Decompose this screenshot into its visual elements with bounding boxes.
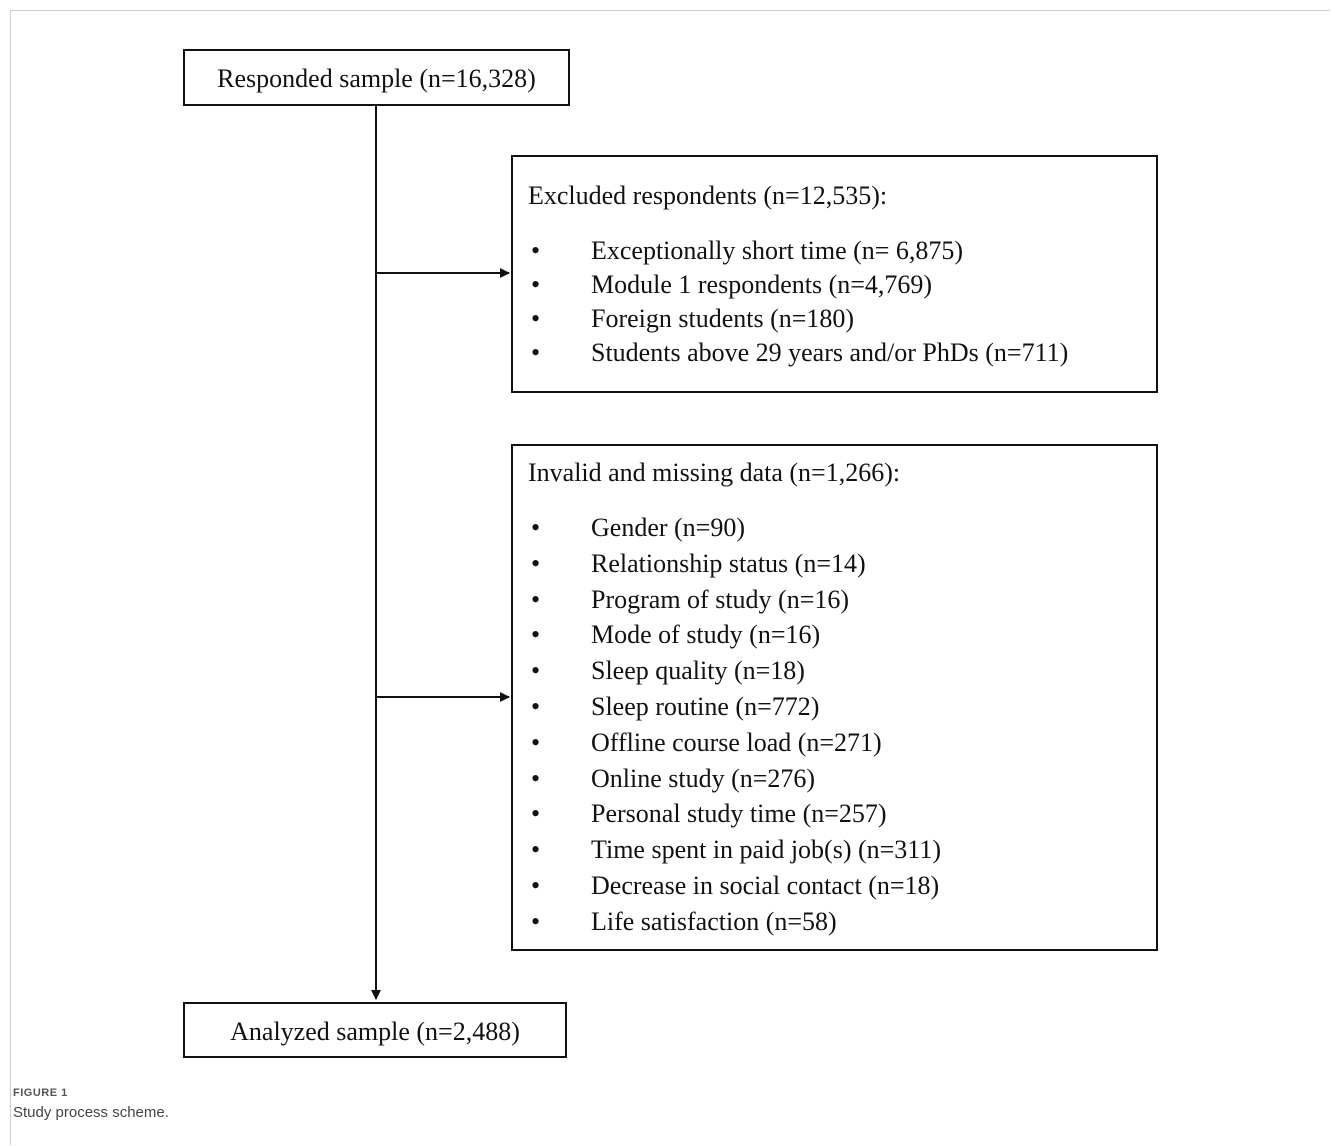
list-item: • Personal study time (n=257) — [513, 799, 1156, 835]
list-item: • Relationship status (n=14) — [513, 549, 1156, 585]
item-text: Decrease in social contact (n=18) — [591, 870, 940, 900]
bullet: • — [531, 338, 541, 367]
bullet: • — [531, 763, 541, 793]
bullet: • — [531, 906, 541, 936]
list-item: • Foreign students (n=180) — [513, 304, 1156, 338]
bullet: • — [531, 620, 541, 650]
item-text: Personal study time (n=257) — [591, 799, 887, 829]
item-text: Offline course load (n=271) — [591, 727, 882, 757]
bullet: • — [531, 270, 541, 299]
invalid-missing-box: Invalid and missing data (n=1,266): • Gen… — [511, 444, 1158, 951]
bullet: • — [531, 870, 541, 900]
item-text: Time spent in paid job(s) (n=311) — [591, 835, 941, 865]
bullet: • — [531, 236, 541, 265]
item-text: Mode of study (n=16) — [591, 620, 821, 650]
bullet: • — [531, 656, 541, 686]
bullet: • — [531, 835, 541, 865]
bullet: • — [531, 799, 541, 829]
item-text: Life satisfaction (n=58) — [591, 906, 837, 936]
list-item: • Sleep routine (n=772) — [513, 692, 1156, 728]
item-text: Program of study (n=16) — [591, 584, 850, 614]
list-item: • Mode of study (n=16) — [513, 620, 1156, 656]
bullet: • — [531, 727, 541, 757]
bullet: • — [531, 304, 541, 333]
invalid-title: Invalid and missing data (n=1,266): — [528, 458, 901, 487]
analyzed-sample-box: Analyzed sample (n=2,488) — [183, 1002, 567, 1058]
invalid-list: • Gender (n=90) • Relationship status (n=1… — [513, 513, 1156, 943]
figure-frame — [10, 10, 1330, 1145]
item-text: Module 1 respondents (n=4,769) — [591, 270, 933, 299]
item-text: Gender (n=90) — [591, 513, 745, 542]
list-item: • Time spent in paid job(s) (n=311) — [513, 835, 1156, 871]
item-text: Relationship status (n=14) — [591, 548, 866, 578]
figure-caption: Study process scheme. — [13, 1104, 169, 1121]
bullet: • — [531, 513, 541, 542]
excluded-respondents-box: Excluded respondents (n=12,535): • Except… — [511, 155, 1158, 393]
list-item: • Life satisfaction (n=58) — [513, 907, 1156, 943]
bullet: • — [531, 584, 541, 614]
item-text: Sleep routine (n=772) — [591, 691, 820, 721]
item-text: Exceptionally short time (n= 6,875) — [591, 236, 964, 265]
analyzed-sample-label: Analyzed sample (n=2,488) — [230, 1017, 520, 1046]
list-item: • Offline course load (n=271) — [513, 728, 1156, 764]
excluded-list: • Exceptionally short time (n= 6,875) • Mo… — [513, 236, 1156, 372]
excluded-title: Excluded respondents (n=12,535): — [528, 181, 888, 210]
item-text: Online study (n=276) — [591, 763, 816, 793]
list-item: • Module 1 respondents (n=4,769) — [513, 270, 1156, 304]
item-text: Students above 29 years and/or PhDs (n=7… — [591, 338, 1069, 367]
list-item: • Program of study (n=16) — [513, 585, 1156, 621]
list-item: • Sleep quality (n=18) — [513, 656, 1156, 692]
responded-sample-label: Responded sample (n=16,328) — [217, 64, 536, 93]
list-item: • Students above 29 years and/or PhDs (n=… — [513, 338, 1156, 372]
responded-sample-box: Responded sample (n=16,328) — [183, 49, 570, 106]
item-text: Foreign students (n=180) — [591, 304, 855, 333]
list-item: • Decrease in social contact (n=18) — [513, 871, 1156, 907]
list-item: • Exceptionally short time (n= 6,875) — [513, 236, 1156, 270]
bullet: • — [531, 548, 541, 578]
list-item: • Online study (n=276) — [513, 764, 1156, 800]
item-text: Sleep quality (n=18) — [591, 656, 805, 686]
figure-label: FIGURE 1 — [13, 1087, 68, 1099]
list-item: • Gender (n=90) — [513, 513, 1156, 549]
bullet: • — [531, 691, 541, 721]
